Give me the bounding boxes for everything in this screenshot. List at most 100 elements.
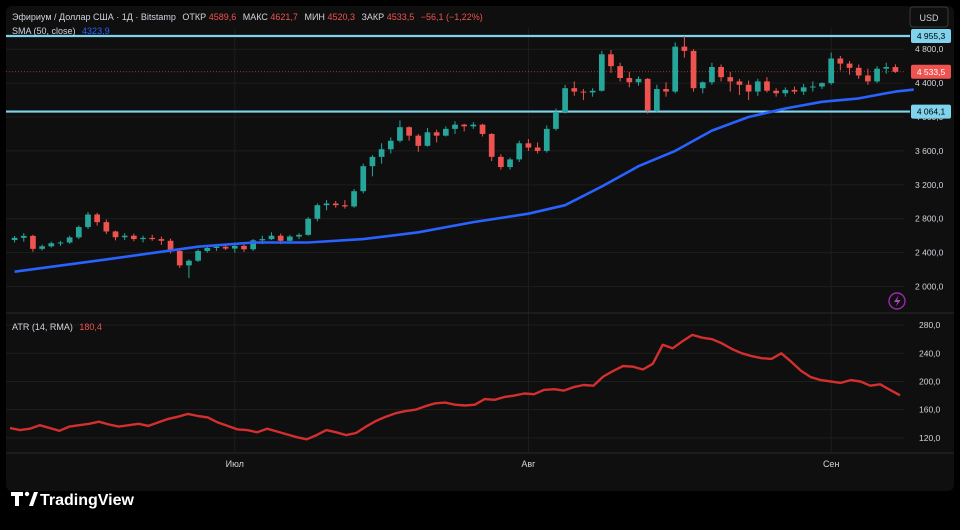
candle-body [553,111,559,129]
candle-body [11,237,18,241]
candle-body [415,135,422,146]
candle-body [112,231,119,238]
candle-body [654,89,660,111]
candle-body [773,90,779,94]
low-label: МИН [304,12,324,22]
candle-body [20,235,27,238]
candle-body [809,86,816,88]
candle-body [865,75,871,82]
candle-body [488,133,495,157]
candle-body [846,63,853,68]
atr-line[interactable] [9,333,901,441]
symbol-title[interactable]: Эфириум / Доллар США · 1Д · Bitstamp [12,12,176,22]
atr-pane[interactable] [9,333,901,441]
candle-body [461,124,468,127]
candle-body [571,88,578,92]
horizontal-level-tag [911,104,951,119]
candle-body [874,68,880,82]
price-tick-label: 4 400,0 [915,78,944,88]
lightning-icon-ring[interactable] [888,292,906,310]
candle-body [672,46,679,92]
sma-legend-value: 4323,9 [82,26,110,36]
tradingview-logo-text: TradingView [40,492,135,509]
candle-body [231,245,238,249]
candle-body [617,66,623,79]
svg-text:ATR (14, RMA) 180,4: ATR (14, RMA) 180,4 [12,322,102,332]
horizontal-level-tag [911,29,951,44]
atr-tick-label: 160,0 [919,405,941,415]
candle-body [745,84,752,92]
candle-body [48,243,55,247]
atr-legend-label[interactable]: ATR (14, RMA) [12,322,73,332]
candle-body [30,235,36,249]
chart-panel-background [6,6,954,491]
currency-button-frame[interactable] [909,6,949,28]
svg-text:SMA (50, close) 4323,9: SMA (50, close) 4323,9 [12,26,110,36]
candle-body [764,81,770,91]
candle-body [250,240,256,250]
time-axis: Июл Авг Сен [226,459,840,469]
candle-body [176,250,183,266]
lightning-icon-glyph [894,295,901,307]
time-axis-label: Июл [226,459,244,469]
candle-body [828,58,835,84]
atr-tick-label: 280,0 [919,320,941,330]
candle-body [213,246,220,248]
candle-body [259,239,266,241]
candle-body [296,234,302,237]
candle-body [498,156,504,168]
candle-body [149,237,156,240]
high-value: 4621,7 [270,12,298,22]
candle-body [57,242,64,244]
sma-line[interactable] [14,88,914,273]
horizontal-level-label: 4 064,1 [917,107,946,117]
price-tick-label: 3 200,0 [915,180,944,190]
sma-legend-label[interactable]: SMA (50, close) [12,26,76,36]
last-price-label: 4 533,5 [917,67,946,77]
candle-body [351,191,357,207]
candle-body [277,235,284,241]
candle-body [452,124,458,129]
candle-body [608,54,614,67]
candle-body [837,58,844,64]
lightning-icon[interactable] [888,292,906,310]
candle-body [39,246,45,249]
price-tick-label: 2 400,0 [915,248,944,258]
candle-body [222,246,229,249]
last-price-tag [911,64,951,79]
candle-body [507,159,513,168]
candle-body [75,227,82,238]
currency-button-label[interactable]: USD [919,13,939,23]
atr-tick-label: 240,0 [919,348,941,358]
candle-body [406,127,412,136]
price-pane[interactable] [6,34,914,279]
candle-body [103,222,110,232]
tradingview-logo[interactable]: TradingView [11,491,135,509]
candle-body [140,237,146,240]
candle-body [589,90,596,93]
price-tick-label: 2 800,0 [915,214,944,224]
candle-body [85,214,91,228]
candle-body [387,140,394,150]
currency-button[interactable]: USD [909,6,949,28]
candle-body [470,124,477,127]
candle-body [855,67,862,76]
candle-body [204,247,211,251]
candle-body [699,82,706,89]
tradingview-logo-icon-dot [24,491,30,497]
price-tick-label: 3 600,0 [915,146,944,156]
candle-body [66,237,73,243]
candle-body [635,78,642,83]
candle-body [195,250,201,261]
candle-body [709,66,715,83]
candle-body [754,81,761,92]
candle-body [121,235,128,238]
candle-body [782,89,789,94]
candle-body [800,87,807,92]
atr-tick-label: 120,0 [919,433,941,443]
horizontal-level-label: 4 955,3 [917,31,946,41]
candle-body [525,143,532,148]
atr-legend-value: 180,4 [79,322,102,332]
